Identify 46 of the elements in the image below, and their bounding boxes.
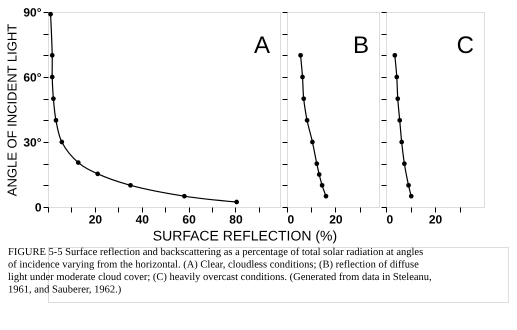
point: [48, 12, 53, 17]
point: [314, 161, 320, 166]
point: [316, 172, 322, 177]
caption: FIGURE 5-5 Surface reflection and backscattering as a percentage of total solar radiation at angles of incidence varying from the horizontal. (A) Clear, cloudless conditions; (B) reflection of diffuse light under moderate cloud cover; (C) heavily overcast conditions. (Generated from data in Steleanu, 1961, and Sauberer, 1962.): [8, 247, 432, 296]
x-tick-label: 20: [88, 212, 102, 226]
point: [402, 161, 407, 166]
point: [128, 182, 133, 188]
point: [394, 74, 400, 80]
point: [300, 74, 305, 80]
y-tick-label: 30°: [23, 136, 42, 150]
point: [182, 194, 187, 199]
x-tick-label: 80: [229, 212, 243, 226]
x-tick-label: 20: [428, 212, 442, 226]
point: [54, 118, 58, 123]
point: [298, 52, 303, 58]
point: [50, 74, 55, 80]
point: [397, 118, 402, 123]
text: A: [254, 32, 270, 59]
point: [399, 140, 404, 144]
x-tick-label: 60: [182, 212, 196, 226]
point: [304, 118, 310, 123]
y-axis-title: ANGLE OF INCIDENT LIGHT: [4, 24, 20, 196]
y-tick-label: 0: [34, 200, 42, 214]
point: [395, 96, 400, 102]
x-tick-label: 0: [386, 212, 394, 226]
point: [310, 140, 315, 144]
point: [406, 182, 411, 188]
point: [408, 194, 414, 199]
x-axis-title: SURFACE REFLECTION (%): [152, 228, 338, 244]
point: [324, 194, 328, 199]
x-tick-label: 20: [329, 212, 343, 226]
text: C: [456, 32, 474, 59]
point: [301, 96, 306, 102]
y-tick-label: 60°: [23, 70, 42, 84]
point: [51, 96, 56, 102]
point: [95, 172, 100, 176]
x-tick-label: 0: [288, 212, 294, 226]
point: [50, 52, 55, 58]
point: [392, 52, 398, 58]
x-tick-label: 40: [136, 212, 150, 226]
point: [76, 160, 81, 165]
point: [59, 140, 64, 144]
text: B: [352, 32, 369, 59]
point: [234, 200, 239, 204]
y-tick-label: 90°: [23, 6, 42, 20]
point: [320, 182, 324, 188]
